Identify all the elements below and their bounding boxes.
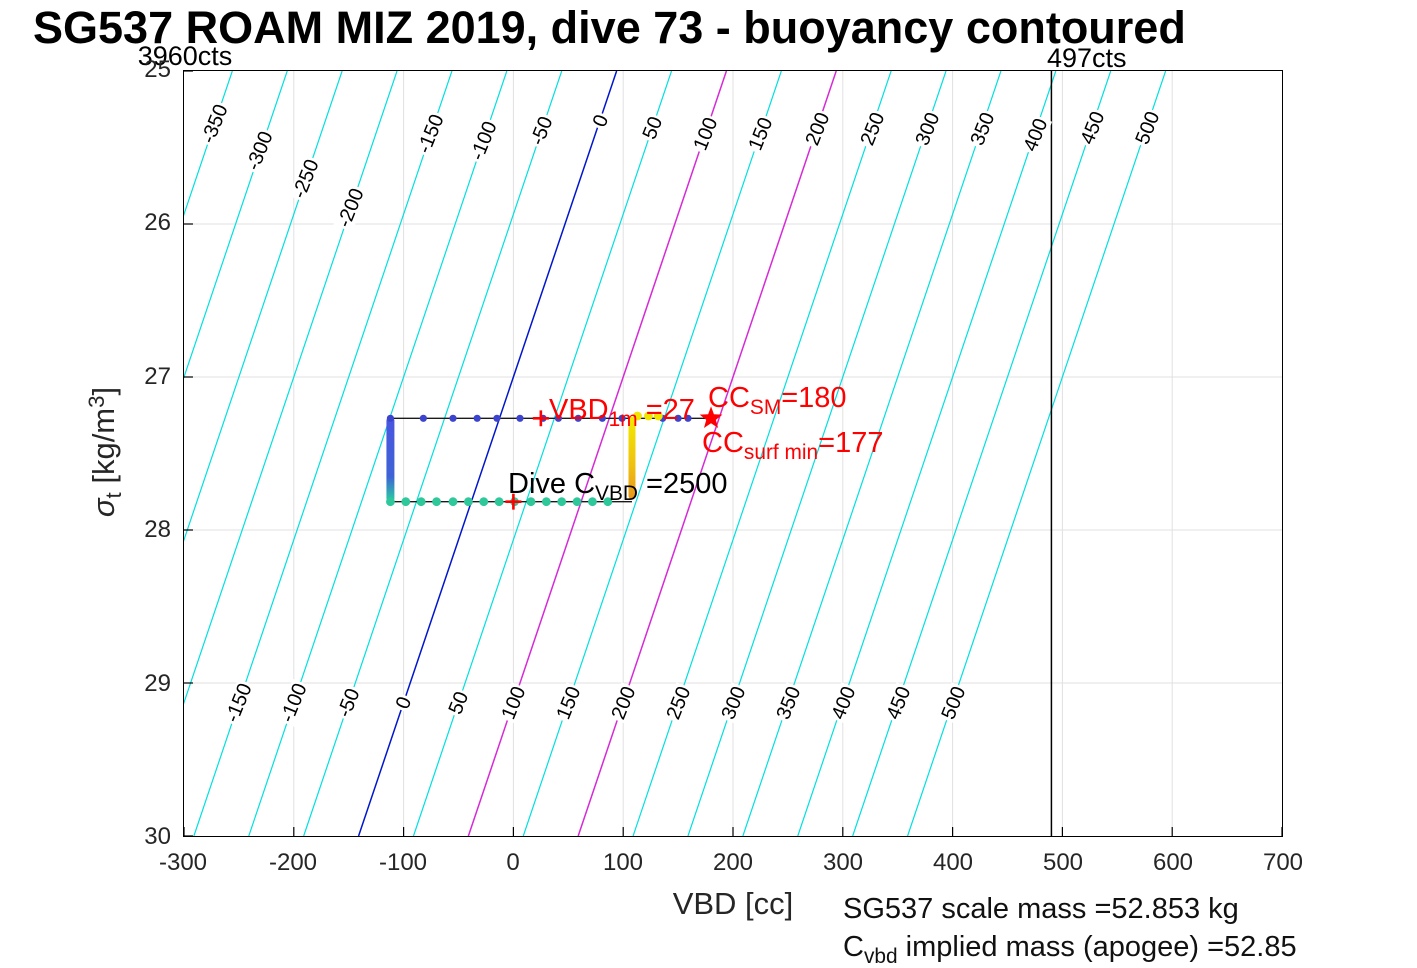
x-tick-label: 600 (1152, 849, 1194, 876)
x-tick-label: 700 (1262, 849, 1304, 876)
counts-label-right: 497cts (1047, 43, 1127, 73)
contour-line (467, 71, 728, 836)
contour-line (184, 71, 343, 542)
upper-track-dot (554, 414, 563, 422)
plot-area: -350 -300 -250 -200 -150 -150 -100 -100 -50 -50 0 0… (183, 70, 1283, 837)
lower-track-dot (541, 497, 551, 507)
descent-vbd-bar (386, 416, 395, 503)
apogee-vbd-bar (628, 416, 636, 500)
contour-line (907, 71, 1167, 836)
y-axis-label-units: [kg/m (86, 407, 121, 493)
x-tick-label: -200 (268, 849, 318, 876)
y-axis-label-sigma: σ (86, 498, 121, 518)
lower-track-dot (386, 497, 395, 507)
upper-track-dot (473, 414, 481, 422)
y-tick-label: 30 (144, 823, 171, 850)
annotation-dive-cvbd-sub: VBD (595, 481, 638, 505)
y-tick-label: 25 (144, 56, 171, 83)
annotation-cc-sm-main: CC (708, 382, 750, 414)
contour-line (184, 71, 288, 379)
x-tick-label: 500 (1042, 849, 1084, 876)
implied-mass-rest: implied mass (apogee) =52.85 (897, 931, 1297, 963)
upper-track-dot (516, 414, 524, 422)
dive-track (386, 406, 723, 510)
annotation-cc-surf-min-sub: surf min (743, 440, 819, 464)
upper-track-dot (493, 414, 501, 422)
annotation-vbd-1m-value: =27 (637, 394, 695, 426)
grid-lines (184, 71, 1282, 836)
lower-track-dot (603, 497, 613, 507)
y-tick-label: 29 (144, 669, 171, 697)
x-tick-label: 300 (822, 849, 864, 876)
plot-svg (184, 71, 1282, 836)
upper-track-dot (574, 414, 582, 422)
y-axis-label: σt [kg/m3] (83, 386, 126, 518)
annotation-dive-cvbd: Dive CVBD =2500 (508, 468, 728, 504)
upper-track-dot (598, 414, 606, 422)
annotation-cc-sm-value: =180 (781, 382, 847, 414)
lower-track-dot (401, 497, 411, 507)
annotation-vbd-1m-main: VBD (549, 394, 609, 426)
annotation-vbd-1m-sub: 1m (608, 407, 638, 431)
lower-track-dot (479, 497, 489, 507)
plus-marker-dive (505, 493, 522, 510)
apogee-dot (653, 411, 663, 421)
annotation-vbd-1m: VBD1m =27 (549, 394, 695, 430)
y-tick-label: 27 (144, 362, 171, 390)
y-axis-label-sup: 3 (83, 395, 109, 408)
annotation-dive-cvbd-main: Dive C (508, 468, 596, 500)
x-tick-label: 400 (932, 849, 974, 876)
x-tick-label: -100 (378, 849, 428, 876)
lower-track-dot (557, 497, 567, 507)
scale-mass-text: SG537 scale mass =52.853 kg (843, 893, 1239, 925)
plus-marker-vbd1m (532, 410, 549, 427)
lower-track-dot (416, 497, 426, 507)
y-axis-label-sub: t (101, 492, 127, 499)
upper-track-dot (618, 414, 626, 422)
upper-track-dot (386, 414, 395, 422)
lower-track-dot (494, 497, 504, 507)
upper-track-dot (674, 414, 682, 422)
x-tick-label: 100 (602, 849, 644, 876)
x-axis-label: VBD [cc] (672, 886, 794, 921)
contour-line (303, 71, 563, 836)
annotation-cc-surf-min: CCsurf min=177 (702, 427, 884, 463)
upper-track-dot (684, 414, 692, 422)
lower-track-dot (572, 497, 582, 507)
contour-line (184, 71, 233, 217)
apogee-dot (644, 411, 653, 421)
contour-line (357, 71, 618, 836)
lower-track-dot (463, 497, 473, 507)
x-tick-label: 200 (712, 849, 754, 876)
annotation-dive-cvbd-value: =2500 (637, 468, 728, 500)
x-tick-label: -300 (158, 849, 208, 876)
annotation-cc-surf-min-main: CC (702, 427, 744, 459)
counts-label-left: 3960cts (137, 41, 233, 71)
implied-mass-main: C (843, 931, 864, 963)
star-marker-ccsm (699, 406, 723, 428)
figure-title: SG537 ROAM MIZ 2019, dive 73 - buoyancy … (33, 2, 1186, 53)
implied-mass-text: Cvbd implied mass (apogee) =52.85 (843, 931, 1297, 968)
apogee-dot (633, 411, 642, 421)
y-tick-label: 28 (144, 516, 171, 544)
x-tick-label: 0 (506, 849, 520, 876)
implied-mass-sub: vbd (863, 944, 898, 968)
y-tick-label: 26 (144, 209, 171, 237)
lower-track-dot (448, 497, 458, 507)
contour-line (852, 71, 1112, 836)
axis-tick-marks (184, 71, 1282, 836)
annotation-cc-surf-min-value: =177 (818, 427, 884, 459)
figure-canvas: { "title": "SG537 ROAM MIZ 2019, dive 73… (33, 2, 1304, 968)
upper-track-dot (449, 414, 457, 422)
annotation-cc-sm: CCSM=180 (708, 382, 847, 418)
lower-track-dot (526, 497, 536, 507)
upper-track-dot (419, 414, 427, 422)
annotation-cc-sm-sub: SM (749, 395, 782, 419)
lower-track-dot (588, 497, 597, 507)
lower-track-dot (432, 497, 441, 507)
y-axis-label-close: ] (86, 386, 121, 396)
